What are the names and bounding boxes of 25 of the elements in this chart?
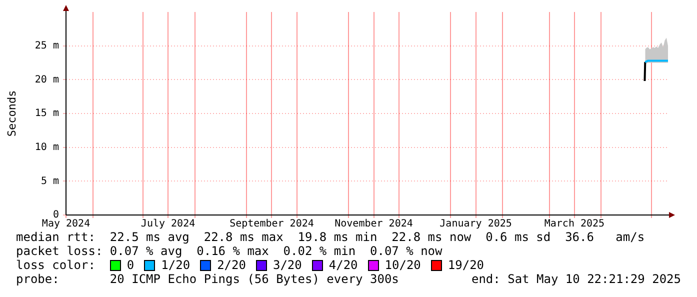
legend-title: loss color: [16,258,96,272]
legend-label: 4/20 [328,258,358,272]
text: median rtt: 22.5 ms avg 22.8 ms max 19.8 ms min 22.8 ms now 0.6 ms sd 36.6 am/s [16,230,646,244]
y-tick-label: 10 m [34,142,59,153]
x-tick-label: May 2024 [42,218,90,230]
legend-label: 19/20 [448,258,484,272]
legend-label: 3/20 [272,258,302,272]
legend-label: 1/20 [161,258,190,272]
x-tick-label: November 2024 [334,218,413,230]
text: end: Sat May 10 22:21:29 2025 [471,272,681,286]
legend-label: 0 [126,258,134,272]
x-tick-label: July 2024 [140,218,196,230]
text: packet loss: 0.07 % avg 0.16 % max 0.02 % min 0.07 % now [16,244,444,258]
y-tick-label: 15 m [34,108,59,120]
y-tick-label: 5 m [40,176,59,187]
y-tick-label: 20 m [34,74,59,86]
text: probe: 20 ICMP Echo Pings (56 Bytes) every 300s [16,272,399,286]
y-axis-title: Seconds [5,90,18,137]
y-tick-label: 25 m [34,40,59,52]
x-tick-label: March 2025 [544,218,605,230]
legend-label: 2/20 [217,258,246,272]
x-tick-label: September 2024 [230,218,314,230]
legend-label: 10/20 [384,258,421,272]
x-tick-label: January 2025 [440,218,512,230]
y-tick-label: 0 [52,210,59,221]
